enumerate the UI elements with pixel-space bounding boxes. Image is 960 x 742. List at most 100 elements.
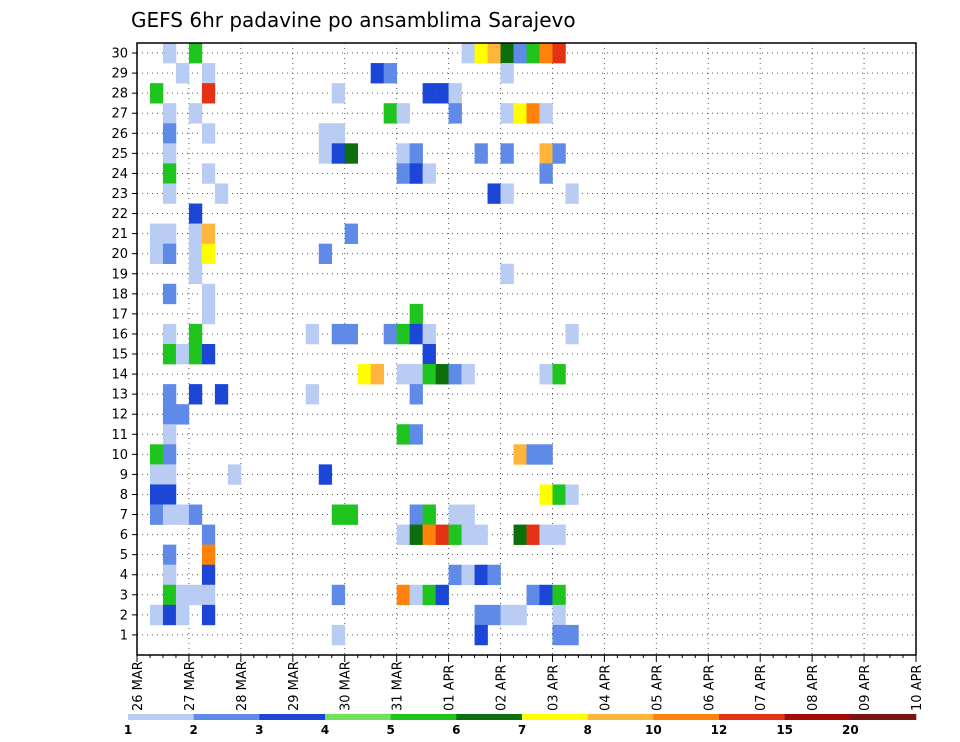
y-tick-label: 10 — [111, 448, 128, 463]
precip-cell — [539, 163, 553, 184]
precip-cell — [331, 323, 346, 345]
precip-cell — [162, 544, 177, 566]
precip-cell — [422, 323, 436, 345]
precip-cell — [331, 143, 346, 164]
precip-cell — [500, 263, 514, 285]
precip-cell — [422, 524, 436, 545]
precip-cell — [227, 464, 242, 485]
x-tick-label: 29 MAR — [287, 661, 302, 711]
precip-cell — [201, 564, 216, 586]
x-tick-label: 06 APR — [702, 665, 717, 711]
y-tick-label: 11 — [111, 428, 128, 443]
colorbar-label: 2 — [189, 723, 197, 737]
precip-cell — [409, 384, 423, 405]
precip-cell — [474, 624, 488, 646]
precip-cell — [448, 564, 462, 586]
precip-cell — [487, 43, 501, 64]
precip-cell — [305, 384, 320, 405]
precip-cell — [201, 303, 216, 325]
precip-cell — [513, 604, 527, 626]
precip-cell — [552, 584, 566, 606]
colorbar-swatch — [259, 714, 326, 720]
precip-cell — [149, 243, 164, 265]
precip-cell — [149, 504, 164, 525]
precip-cell — [162, 103, 177, 124]
precip-cell — [409, 143, 423, 164]
precip-cell — [487, 183, 501, 204]
precip-cell — [539, 524, 553, 545]
x-tick-label: 30 MAR — [339, 661, 354, 711]
colorbar-label: 8 — [583, 723, 591, 737]
y-tick-label: 2 — [120, 608, 128, 623]
precip-cell — [396, 364, 410, 385]
y-tick-label: 29 — [111, 67, 128, 82]
colorbar-label: 4 — [321, 723, 329, 737]
precip-cell — [526, 103, 540, 124]
precip-cell — [188, 243, 203, 265]
y-tick-label: 13 — [111, 388, 128, 403]
precip-cell — [539, 143, 553, 164]
precip-cell — [539, 484, 553, 505]
precip-cell — [422, 364, 436, 385]
precip-cell — [162, 283, 177, 305]
colorbar-swatch — [128, 714, 194, 720]
x-tick-label: 03 APR — [546, 665, 561, 711]
precip-cell — [513, 444, 527, 465]
precip-cell — [435, 524, 449, 545]
precip-cell — [188, 384, 203, 405]
precip-cell — [409, 303, 423, 325]
colorbar-label: 10 — [645, 723, 662, 737]
precip-cell — [565, 624, 579, 646]
precip-cell — [188, 203, 203, 224]
precip-cell — [357, 364, 371, 385]
precip-cell — [188, 343, 203, 365]
colorbar-swatch — [456, 714, 523, 720]
precip-cell — [565, 183, 579, 204]
precip-cell — [201, 83, 216, 104]
x-tick-label: 05 APR — [650, 665, 665, 711]
precip-cell — [149, 604, 164, 626]
y-tick-label: 16 — [111, 327, 128, 342]
y-axis-ticks: 1234567891011121314151617181920212223242… — [111, 47, 137, 643]
y-tick-label: 9 — [120, 468, 128, 483]
precip-cell — [526, 524, 540, 545]
precip-cell — [383, 103, 397, 124]
precip-cell — [409, 524, 423, 545]
precip-cell — [448, 103, 462, 124]
y-tick-label: 8 — [120, 488, 128, 503]
precip-cell — [318, 143, 333, 164]
precip-cell — [370, 364, 384, 385]
x-tick-label: 08 APR — [806, 665, 821, 711]
precip-cell — [318, 464, 333, 485]
precip-cell — [448, 504, 462, 525]
precip-cell — [201, 584, 216, 606]
y-tick-label: 27 — [111, 107, 128, 122]
colorbar-swatch — [587, 714, 654, 720]
precip-cell — [175, 343, 190, 365]
precip-cell — [162, 604, 177, 626]
precip-cell — [214, 183, 229, 204]
precip-cell — [422, 83, 436, 104]
precip-cell — [188, 223, 203, 244]
precip-cell — [344, 504, 359, 525]
precip-cell — [539, 444, 553, 465]
precip-cell — [201, 604, 216, 626]
x-tick-label: 01 APR — [443, 665, 458, 711]
colorbar-swatch — [850, 714, 917, 720]
colorbar-swatch — [390, 714, 457, 720]
precip-cell — [409, 504, 423, 525]
precip-cell — [188, 263, 203, 285]
x-tick-label: 31 MAR — [391, 661, 406, 711]
precip-cell — [552, 364, 566, 385]
y-tick-label: 26 — [111, 127, 128, 142]
precip-cell — [383, 323, 397, 345]
precip-cell — [474, 604, 488, 626]
x-tick-label: 09 APR — [858, 665, 873, 711]
y-tick-label: 30 — [111, 47, 128, 62]
precip-cell — [344, 323, 359, 345]
precip-cell — [552, 624, 566, 646]
precip-cell — [188, 103, 203, 124]
precip-cell — [500, 103, 514, 124]
precip-cell — [487, 564, 501, 586]
